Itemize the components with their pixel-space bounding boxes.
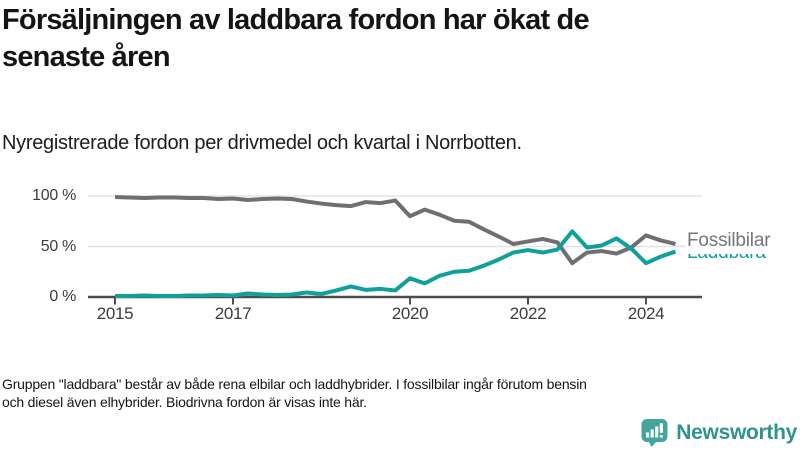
newsworthy-logo: Newsworthy xyxy=(640,418,797,447)
x-axis-label-2024: 2024 xyxy=(627,304,665,323)
y-axis-label-0: 0 % xyxy=(49,288,76,305)
newsworthy-logo-icon xyxy=(641,419,668,447)
fossilbilar-line xyxy=(114,195,676,266)
footnote: Gruppen "laddbara" består av både rena e… xyxy=(2,376,792,411)
x-axis-label-2015: 2015 xyxy=(96,304,134,323)
y-axis-label-100: 100 % xyxy=(32,187,76,204)
chart-title-line-2: senaste åren xyxy=(2,41,171,73)
y-axis-label-50: 50 % xyxy=(40,237,77,255)
x-axis-label-2017: 2017 xyxy=(214,304,252,323)
x-axis-label-2020: 2020 xyxy=(391,304,429,323)
chart-title-line-1: Försäljningen av laddbara fordon har öka… xyxy=(2,4,590,36)
footnote-line-2: och diesel även elhybrider. Biodrivna fo… xyxy=(2,393,367,410)
newsworthy-logo-text: Newsworthy xyxy=(676,420,797,444)
laddbara-line xyxy=(115,229,677,298)
line-chart-canvas xyxy=(88,195,702,305)
x-axis-label-2022: 2022 xyxy=(509,304,547,323)
chart-subtitle: Nyregistrerade fordon per drivmedel och … xyxy=(2,132,522,154)
legend-label-fossilbilar: Fossilbilar xyxy=(686,230,774,254)
footnote-line-1: Gruppen "laddbara" består av både rena e… xyxy=(2,376,587,392)
chart-title: Försäljningen av laddbara fordon har öka… xyxy=(2,2,772,76)
